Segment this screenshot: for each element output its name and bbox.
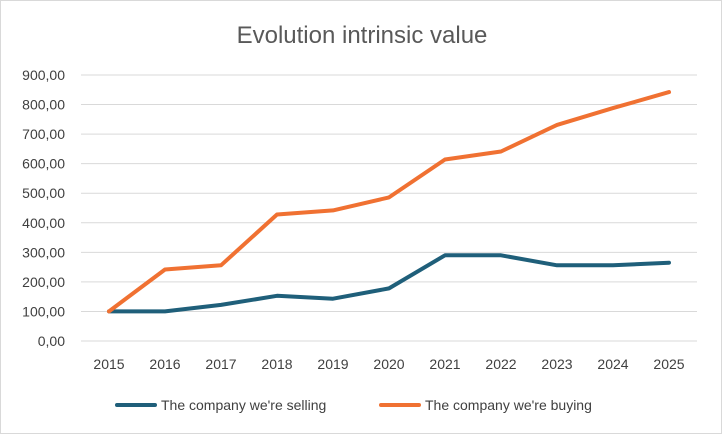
- x-tick-label: 2019: [317, 356, 348, 372]
- x-tick-label: 2018: [261, 356, 292, 372]
- series-line-2: [107, 90, 671, 314]
- y-axis-tick-labels: 0,00 100,00 200,00 300,00 400,00 500,00 600,00…: [22, 67, 65, 349]
- x-tick-label: 2020: [373, 356, 404, 372]
- x-tick-label: 2023: [541, 356, 572, 372]
- x-tick-label: 2017: [205, 356, 236, 372]
- chart-title: Evolution intrinsic value: [237, 22, 488, 49]
- legend-label: The company we're selling: [161, 397, 326, 413]
- x-tick-label: 2024: [597, 356, 628, 372]
- y-tick-label: 900,00: [22, 67, 65, 83]
- legend-label: The company we're buying: [425, 397, 592, 413]
- x-tick-label: 2015: [93, 356, 124, 372]
- legend: The company we're selling The company we'…: [115, 397, 592, 413]
- y-tick-label: 800,00: [22, 97, 65, 113]
- y-tick-label: 100,00: [22, 303, 65, 319]
- x-axis-tick-labels: 2015 2016 2017 2018 2019 2020 2021 2022 2023 2024…: [93, 356, 684, 372]
- y-tick-label: 600,00: [22, 156, 65, 172]
- y-tick-label: 400,00: [22, 215, 65, 231]
- y-tick-label: 200,00: [22, 274, 65, 290]
- series-line-1: [107, 253, 671, 314]
- y-tick-label: 500,00: [22, 185, 65, 201]
- gridlines: [81, 74, 697, 342]
- x-tick-label: 2021: [429, 356, 460, 372]
- y-tick-label: 300,00: [22, 244, 65, 260]
- x-tick-label: 2025: [653, 356, 684, 372]
- x-tick-label: 2022: [485, 356, 516, 372]
- series-lines: [107, 90, 671, 314]
- y-tick-label: 0,00: [38, 333, 65, 349]
- y-tick-label: 700,00: [22, 126, 65, 142]
- x-tick-label: 2016: [149, 356, 180, 372]
